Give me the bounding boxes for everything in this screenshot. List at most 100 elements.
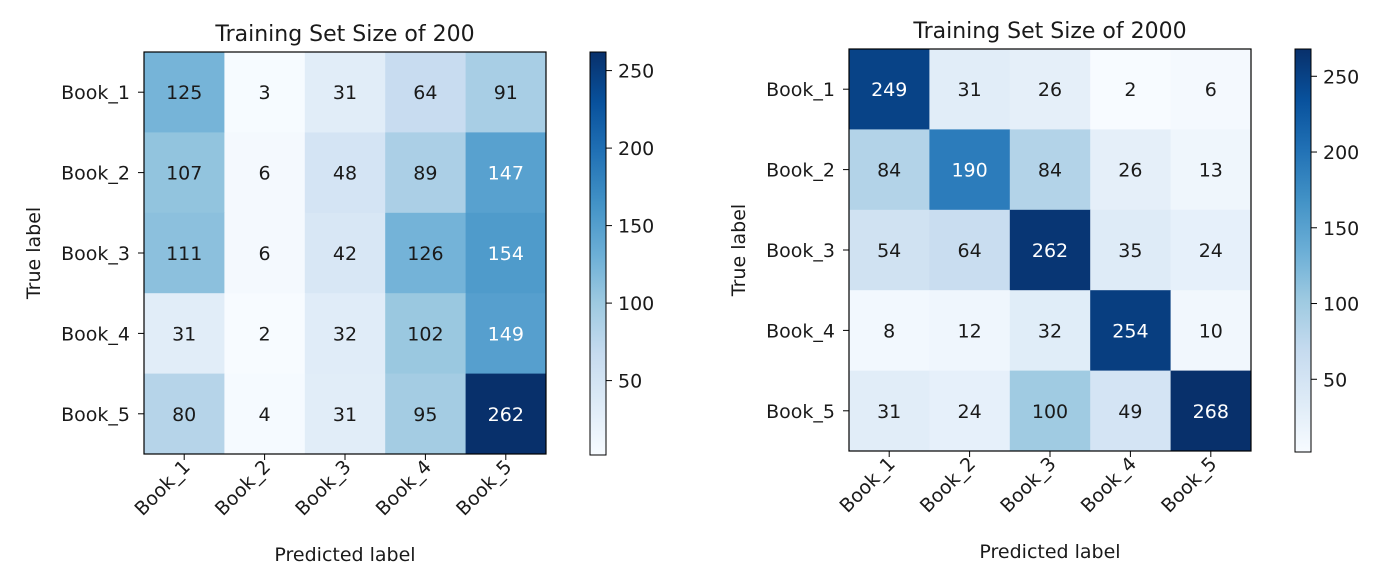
heatmap-cell — [224, 132, 306, 214]
heatmap-cell — [385, 52, 467, 133]
heatmap-cell — [1170, 290, 1252, 372]
colorbar-tick-label: 50 — [1323, 369, 1347, 391]
heatmap-cell — [304, 212, 386, 294]
heatmap-cell — [849, 129, 930, 211]
heatmap-cell — [929, 49, 1011, 130]
heatmap-cell — [224, 373, 306, 455]
x-axis-label: Predicted label — [979, 541, 1120, 563]
cell-value-label: 262 — [1032, 240, 1068, 262]
colorbar-tick-label: 250 — [1323, 66, 1359, 88]
cell-value-label: 95 — [413, 404, 437, 426]
cell-value-label: 10 — [1199, 320, 1223, 342]
cell-value-label: 49 — [1118, 401, 1142, 423]
cell-value-label: 54 — [877, 240, 901, 262]
cell-value-label: 6 — [1205, 79, 1217, 101]
heatmap-cell — [304, 373, 386, 455]
y-tick-label: Book_1 — [61, 82, 130, 104]
cell-value-label: 80 — [172, 404, 196, 426]
cell-value-label: 64 — [958, 240, 982, 262]
x-tick-label: Book_4 — [1077, 453, 1141, 517]
cell-value-label: 190 — [951, 160, 987, 182]
heatmap-cell — [929, 370, 1011, 452]
colorbar-tick-label: 100 — [1323, 294, 1359, 316]
heatmap-cell — [1090, 290, 1172, 372]
cell-value-label: 48 — [333, 163, 357, 185]
heatmap-cell — [1009, 129, 1091, 211]
x-tick-label: Book_3 — [291, 456, 355, 520]
cell-value-label: 8 — [883, 320, 895, 342]
y-tick-label: Book_5 — [766, 401, 835, 423]
heatmap-cell — [144, 132, 225, 214]
y-tick-label: Book_2 — [61, 163, 130, 185]
heatmap-cell — [224, 212, 306, 294]
heatmap-cell — [1009, 209, 1091, 291]
cell-value-label: 100 — [1032, 401, 1068, 423]
y-tick-label: Book_1 — [766, 79, 835, 101]
x-tick-label: Book_4 — [372, 456, 436, 520]
y-axis-label: True label — [23, 207, 45, 300]
cell-value-label: 31 — [958, 79, 982, 101]
cell-value-label: 64 — [413, 82, 437, 104]
cell-value-label: 91 — [494, 82, 518, 104]
chart-title: Training Set Size of 200 — [214, 22, 474, 47]
heatmap-cell — [849, 370, 930, 452]
colorbar — [589, 51, 607, 456]
heatmap-cell — [1090, 49, 1172, 130]
heatmap-cell — [1170, 209, 1252, 291]
heatmap-cell — [465, 373, 547, 455]
cell-value-label: 126 — [407, 243, 443, 265]
x-tick-label: Book_1 — [130, 456, 194, 520]
cell-value-label: 147 — [488, 163, 524, 185]
heatmap-cell — [849, 49, 930, 130]
heatmap-cell — [929, 209, 1011, 291]
cell-value-label: 6 — [259, 243, 271, 265]
y-tick-label: Book_4 — [766, 320, 835, 342]
cell-value-label: 31 — [333, 82, 357, 104]
heatmap-cell — [849, 290, 930, 372]
colorbar — [1294, 48, 1312, 453]
cell-value-label: 4 — [259, 404, 271, 426]
cell-value-label: 84 — [1038, 160, 1062, 182]
cell-value-label: 31 — [172, 323, 196, 345]
cell-value-label: 149 — [488, 323, 524, 345]
cell-value-label: 42 — [333, 243, 357, 265]
colorbar-tick-label: 100 — [618, 293, 654, 315]
cell-value-label: 24 — [1199, 240, 1223, 262]
cell-value-label: 26 — [1118, 160, 1142, 182]
cell-value-label: 32 — [1038, 320, 1062, 342]
cell-value-label: 254 — [1112, 320, 1148, 342]
colorbar-tick-label: 250 — [618, 61, 654, 83]
cell-value-label: 249 — [871, 79, 907, 101]
colorbar-tick-label: 150 — [618, 216, 654, 238]
cell-value-label: 2 — [259, 323, 271, 345]
cell-value-label: 154 — [488, 243, 524, 265]
heatmap-cell — [144, 293, 225, 375]
cell-value-label: 102 — [407, 323, 443, 345]
cell-value-label: 24 — [958, 401, 982, 423]
cell-value-label: 3 — [259, 82, 271, 104]
heatmap-cell — [1170, 370, 1252, 452]
cell-value-label: 32 — [333, 323, 357, 345]
y-tick-label: Book_4 — [61, 323, 130, 345]
x-tick-label: Book_2 — [211, 456, 275, 520]
heatmap-cell — [385, 373, 467, 455]
heatmap-cell — [465, 52, 547, 133]
heatmap-cell — [465, 293, 547, 375]
confusion-matrix-panel-1: 125 3 31 64 91 107 6 48 89 147 111 6 42 126 154 31 2 32 10… — [23, 22, 654, 566]
heatmap-cell — [385, 293, 467, 375]
x-tick-label: Book_2 — [916, 453, 980, 517]
heatmap-cell — [224, 293, 306, 375]
colorbar-tick-label: 50 — [618, 371, 642, 393]
heatmap-cell — [144, 212, 225, 294]
heatmap-cell — [304, 52, 386, 133]
heatmap-cell — [1090, 370, 1172, 452]
heatmap-cell — [224, 52, 306, 133]
y-tick-label: Book_5 — [61, 404, 130, 426]
cell-value-label: 13 — [1199, 160, 1223, 182]
chart-title: Training Set Size of 2000 — [912, 19, 1186, 44]
colorbar-tick-label: 200 — [618, 138, 654, 160]
heatmap-cell — [1170, 129, 1252, 211]
y-axis-label: True label — [728, 204, 750, 297]
